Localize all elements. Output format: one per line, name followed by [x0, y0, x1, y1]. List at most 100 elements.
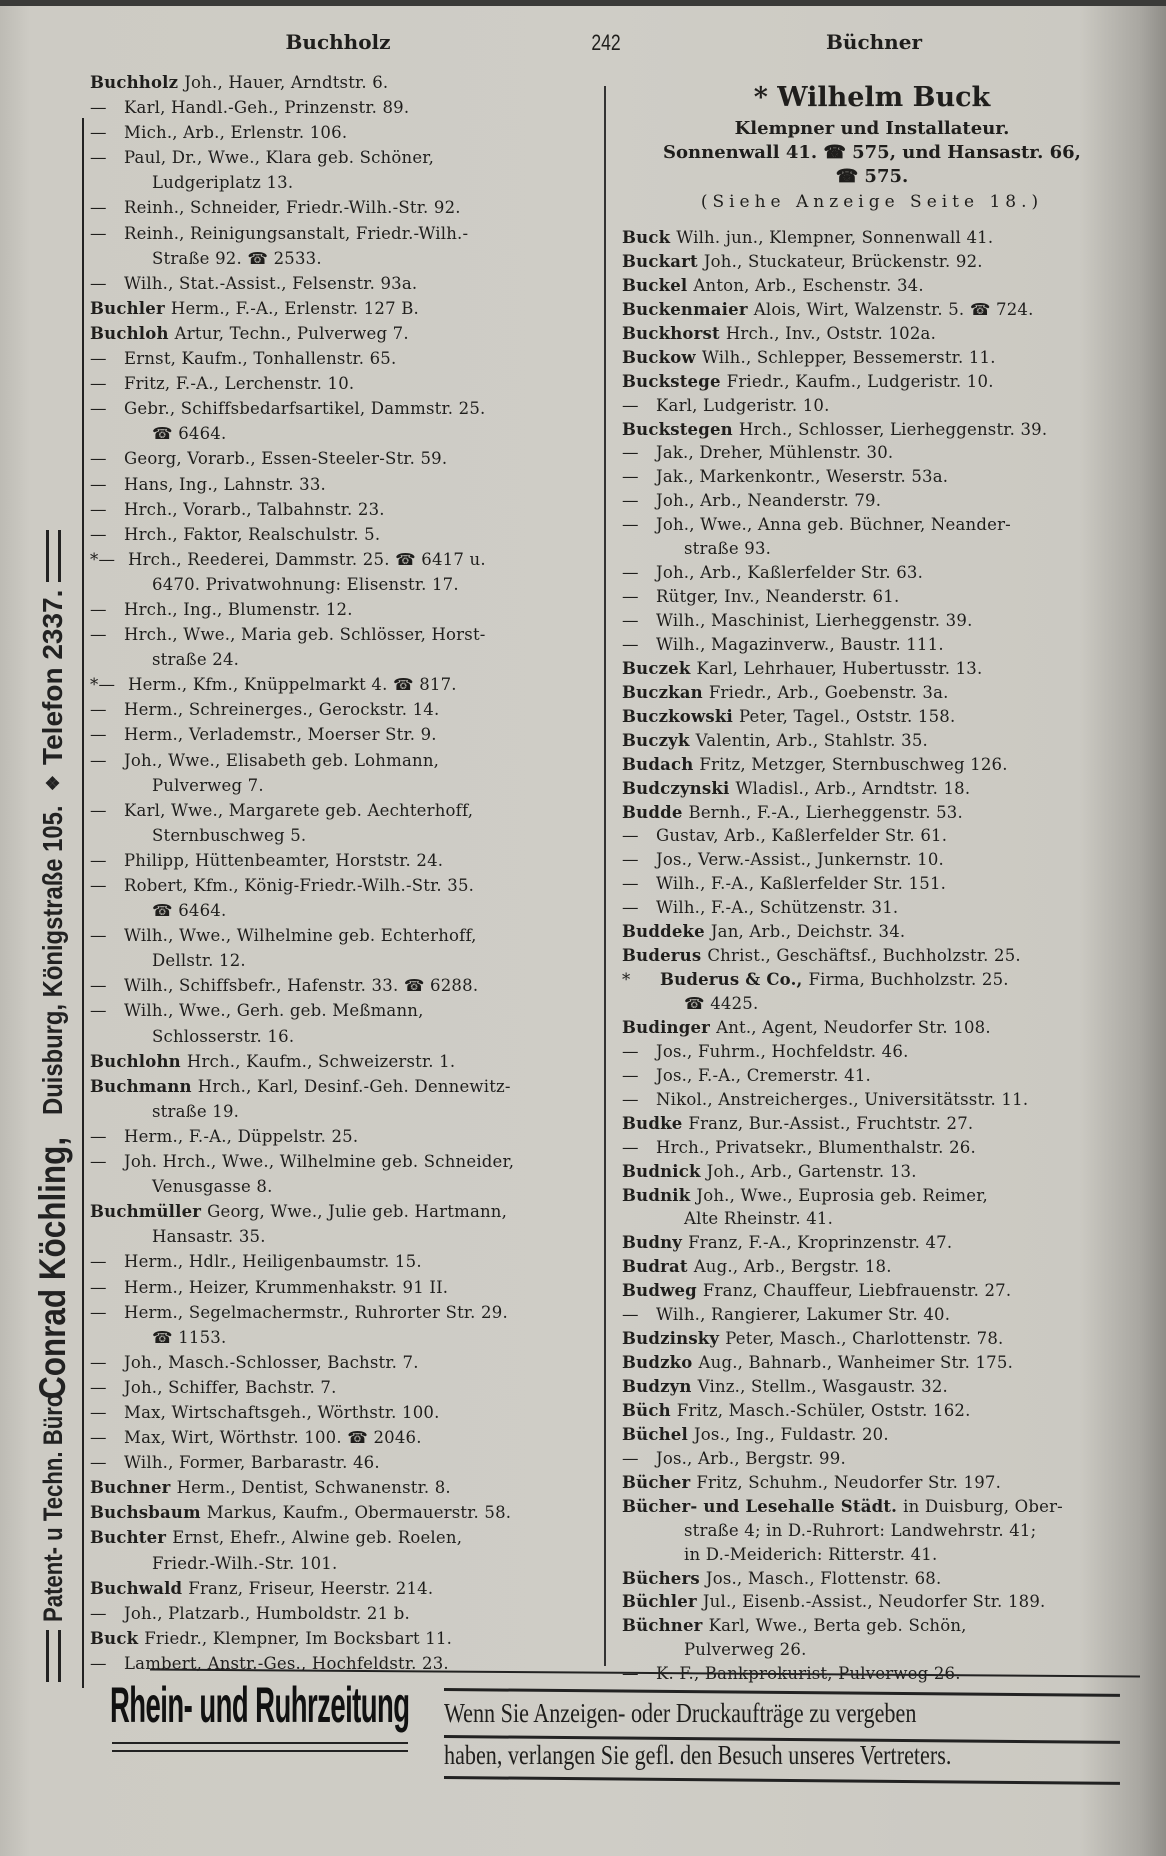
entry-details: Wilh., F.-A., Kaßlerfelder Str. 151.	[656, 874, 947, 894]
directory-entry: — Joh., Wwe., Elisabeth geb. Lohmann,	[90, 748, 602, 773]
header-left-keyword: Buchholz	[285, 30, 391, 54]
entry-details: Alois, Wirt, Walzenstr. 5. ☎ 724.	[753, 299, 1034, 319]
directory-entry: *— Herm., Kfm., Knüppelmarkt 4. ☎ 817.	[90, 672, 602, 697]
entry-details: Herm., Dentist, Schwanenstr. 8.	[176, 1478, 451, 1498]
entry-details: Ant., Agent, Neudorfer Str. 108.	[716, 1017, 991, 1037]
entry-prefix: —	[622, 515, 639, 535]
directory-entry: — Paul, Dr., Wwe., Klara geb. Schöner,	[90, 145, 602, 170]
entry-details: Robert, Kfm., König-Friedr.-Wilh.-Str. 3…	[124, 876, 475, 895]
entry-continuation: Hansastr. 35.	[152, 1227, 266, 1247]
entry-prefix: —	[90, 1252, 107, 1272]
entry-details: Karl, Lehrhauer, Hubertusstr. 13.	[696, 658, 983, 678]
entry-details: Jos., Verw.-Assist., Junkernstr. 10.	[656, 850, 944, 870]
entry-prefix: —	[622, 611, 639, 630]
newspaper-logo-rule	[112, 1742, 408, 1752]
directory-entry: Büchers Jos., Masch., Flottenstr. 68.	[622, 1567, 1142, 1591]
banner-part-1: Patent- u Techn. Büro	[37, 1393, 68, 1622]
directory-entry: — Herm., F.-A., Düppelstr. 25.	[90, 1124, 602, 1149]
column-divider	[604, 86, 606, 1666]
entry-prefix: —	[90, 374, 107, 394]
entry-continuation: Pulverweg 26.	[684, 1640, 807, 1660]
directory-entry: — Herm., Schreinerges., Gerockstr. 14.	[90, 697, 602, 722]
entry-continuation: ☎ 4425.	[684, 994, 759, 1013]
entry-details: Joh., Schiffer, Bachstr. 7.	[124, 1377, 337, 1397]
footer-ad-line-1: Wenn Sie Anzeigen- oder Druckaufträge zu…	[444, 1698, 917, 1728]
entry-surname: Buderus	[622, 946, 702, 966]
entry-details: Friedr., Arb., Goebenstr. 3a.	[708, 682, 949, 702]
entry-prefix: —	[90, 1603, 107, 1623]
directory-entry: — Jos., F.-A., Cremerstr. 41.	[622, 1064, 1142, 1088]
entry-details: Georg, Vorarb., Essen-Steeler-Str. 59.	[124, 449, 448, 469]
entry-surname: Buchsbaum	[90, 1503, 201, 1523]
directory-entry: — Jos., Arb., Bergstr. 99.	[622, 1447, 1142, 1471]
directory-entry: Buchsbaum Markus, Kaufm., Obermauerstr. 5…	[90, 1500, 602, 1525]
entry-details: Franz, F.-A., Kroprinzenstr. 47.	[688, 1233, 953, 1253]
entry-prefix: —	[90, 876, 107, 895]
entry-surname: Buckow	[622, 347, 696, 367]
entry-details: Joh., Arb., Neanderstr. 79.	[656, 491, 882, 511]
directory-entry: — Jos., Verw.-Assist., Junkernstr. 10.	[622, 848, 1142, 872]
directory-entry: Budzinsky Peter, Masch., Charlottenstr. 7…	[622, 1327, 1142, 1351]
entry-prefix: —	[90, 976, 107, 996]
entry-prefix: —	[622, 1448, 639, 1468]
directory-entry: — Georg, Vorarb., Essen-Steeler-Str. 59.	[90, 446, 602, 471]
entry-continuation: in D.-Meiderich: Ritterstr. 41.	[684, 1544, 938, 1564]
right-column-entries: Buck Wilh. jun., Klempner, Sonnenwall 41.…	[622, 226, 1142, 1686]
entry-surname: Buddeke	[622, 922, 705, 942]
entry-surname: Buchter	[90, 1528, 167, 1548]
directory-entry: — Karl, Handl.-Geh., Prinzenstr. 89.	[90, 95, 602, 120]
entry-details: Wilh., Schlepper, Bessemerstr. 11.	[701, 347, 996, 367]
entry-details: Jos., Ing., Fuldastr. 20.	[693, 1424, 889, 1444]
directory-entry: Budnik Joh., Wwe., Euprosia geb. Reimer,	[622, 1184, 1142, 1208]
entry-prefix: —	[90, 1428, 107, 1448]
entry-prefix: —	[622, 467, 639, 487]
entry-details: Friedr., Klempner, Im Bocksbart 11.	[144, 1628, 453, 1648]
directory-entry: — Hrch., Privatsekr., Blumenthalstr. 26.	[622, 1136, 1142, 1160]
entry-prefix: —	[622, 1137, 639, 1157]
directory-entry: Budde Bernh., F.-A., Lierheggenstr. 53.	[622, 801, 1142, 825]
entry-details: Herm., Schreinerges., Gerockstr. 14.	[124, 700, 440, 720]
entry-details: Wilh., F.-A., Schützenstr. 31.	[656, 898, 899, 918]
entry-prefix: —	[622, 1305, 639, 1325]
directory-entry: Bücher Fritz, Schuhm., Neudorfer Str. 197…	[622, 1471, 1142, 1495]
directory-entry: *— Hrch., Reederei, Dammstr. 25. ☎ 6417 u…	[90, 547, 602, 572]
entry-prefix: —	[90, 98, 107, 118]
entry-details: Fritz, F.-A., Lerchenstr. 10.	[124, 374, 355, 394]
entry-continuation: straße 24.	[152, 650, 240, 670]
entry-continuation: Friedr.-Wilh.-Str. 101.	[152, 1553, 338, 1573]
directory-entry: Buck Wilh. jun., Klempner, Sonnenwall 41.	[622, 226, 1142, 250]
entry-details: Wilh., Magazinverw., Baustr. 111.	[656, 634, 944, 654]
directory-entry: — Herm., Hdlr., Heiligenbaumstr. 15.	[90, 1249, 602, 1274]
entry-continuation: Dellstr. 12.	[152, 951, 246, 971]
entry-prefix: —	[622, 1065, 639, 1085]
entry-details: Joh., Arb., Gartenstr. 13.	[706, 1161, 917, 1181]
directory-entry: — Joh., Arb., Kaßlerfelder Str. 63.	[622, 561, 1142, 585]
entry-surname: Budczynski	[622, 778, 730, 798]
entry-prefix: —	[90, 700, 107, 720]
directory-entry: — Wilh., Maschinist, Lierheggenstr. 39.	[622, 609, 1142, 633]
entry-details: Peter, Tagel., Oststr. 158.	[739, 706, 956, 726]
entry-details: Firma, Buchholzstr. 25.	[808, 970, 1009, 990]
entry-prefix: —	[622, 874, 639, 894]
entry-details: Peter, Masch., Charlottenstr. 78.	[725, 1329, 1004, 1349]
entry-details: Herm., F.-A., Düppelstr. 25.	[124, 1126, 359, 1146]
diamond-separator-icon: ❖	[42, 774, 63, 792]
entry-surname: Buczkowski	[622, 706, 733, 726]
entry-details: Joh., Arb., Kaßlerfelder Str. 63.	[656, 563, 924, 583]
directory-entry: — Hrch., Faktor, Realschulstr. 5.	[90, 522, 602, 547]
entry-details: Jak., Dreher, Mühlenstr. 30.	[656, 443, 894, 463]
directory-entry: Budke Franz, Bur.-Assist., Fruchtstr. 27.	[622, 1112, 1142, 1136]
directory-entry: Buckstege Friedr., Kaufm., Ludgeristr. 10…	[622, 370, 1142, 394]
entry-surname: Buczkan	[622, 682, 703, 702]
entry-prefix: —	[90, 474, 107, 494]
entry-surname: Budweg	[622, 1281, 697, 1301]
entry-details: Hrch., Karl, Desinf.-Geh. Dennewitz-	[197, 1076, 511, 1096]
entry-details: Joh., Stuckateur, Brückenstr. 92.	[703, 251, 983, 271]
entry-prefix: —	[90, 1001, 107, 1021]
directory-entry: — Hrch., Vorarb., Talbahnstr. 23.	[90, 497, 602, 522]
left-column-entries: Buchholz Joh., Hauer, Arndtstr. 6. — Karl, …	[90, 70, 602, 1676]
entry-continuation: 6470. Privatwohnung: Elisenstr. 17.	[152, 574, 459, 594]
entry-details: Herm., Segelmachermstr., Ruhrorter Str. …	[124, 1302, 508, 1322]
directory-entry: — Gustav, Arb., Kaßlerfelder Str. 61.	[622, 824, 1142, 848]
directory-entry: Buddeke Jan, Arb., Deichstr. 34.	[622, 920, 1142, 944]
